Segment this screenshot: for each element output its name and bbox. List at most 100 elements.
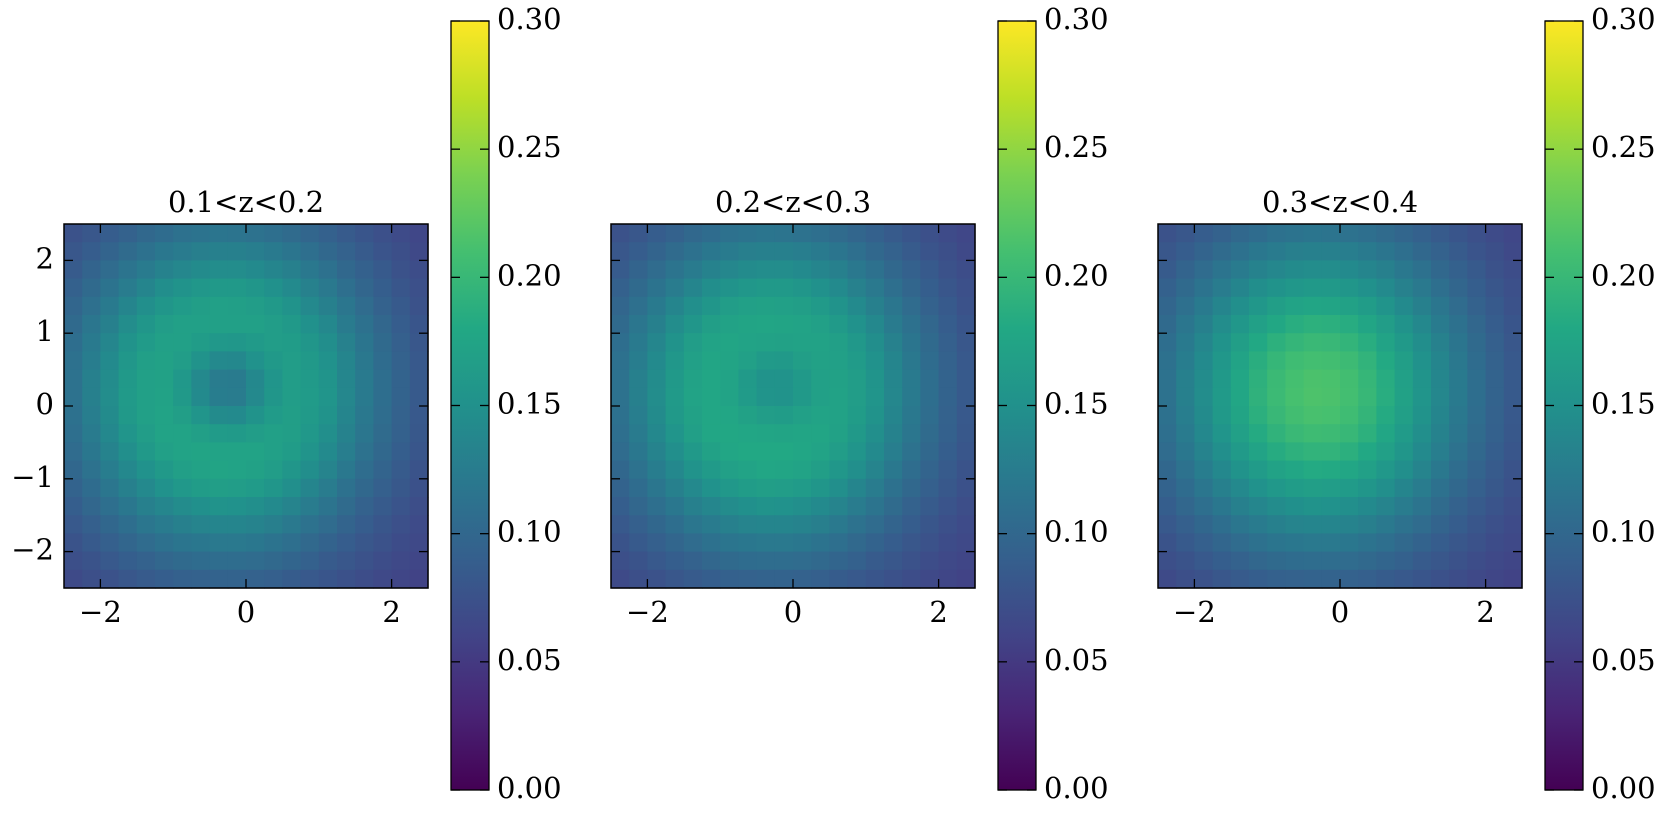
heatmap-cell — [720, 333, 739, 352]
heatmap-cell — [629, 460, 648, 480]
heatmap-cell — [647, 351, 667, 371]
heatmap-cell — [1394, 387, 1414, 407]
heatmap-cell — [1412, 296, 1432, 316]
heatmap-cell — [1158, 478, 1177, 498]
heatmap-cell — [246, 497, 265, 516]
heatmap-cell — [902, 351, 921, 371]
heatmap-cell — [756, 478, 776, 498]
heatmap-cell — [1158, 406, 1177, 425]
heatmap-cell — [847, 278, 867, 298]
x-tick-label: 0 — [1331, 595, 1349, 629]
heatmap-cell — [629, 315, 648, 334]
heatmap-cell — [647, 315, 667, 334]
heatmap-cell — [1376, 497, 1396, 516]
heatmap-cell — [246, 515, 265, 534]
heatmap-cell — [373, 497, 393, 516]
heatmap-cell — [155, 369, 174, 389]
heatmap-cell — [282, 369, 302, 389]
heatmap-cell — [282, 242, 302, 261]
heatmap-cell — [774, 260, 794, 280]
heatmap-cell — [811, 242, 830, 261]
heatmap-cell — [209, 296, 229, 316]
heatmap-cell — [82, 387, 101, 407]
heatmap-cell — [1467, 242, 1487, 261]
heatmap-cell — [629, 369, 648, 389]
heatmap-cell — [300, 569, 320, 589]
heatmap-cell — [1303, 387, 1323, 407]
heatmap-cell — [774, 442, 794, 462]
heatmap-cell — [1194, 315, 1214, 334]
heatmap-cell — [1285, 406, 1305, 425]
heatmap-cell — [829, 242, 849, 261]
heatmap-cell — [629, 224, 648, 243]
heatmap-cell — [756, 278, 776, 298]
heatmap-cell — [391, 551, 411, 571]
heatmap-cell — [282, 278, 302, 298]
heatmap-cell — [629, 551, 648, 571]
heatmap-cell — [1230, 515, 1250, 534]
heatmap-cell — [1431, 533, 1450, 553]
colorbar-tick-label: 0.15 — [497, 387, 562, 421]
heatmap-cell — [774, 478, 794, 498]
heatmap-cell — [793, 406, 812, 425]
heatmap-cell — [720, 278, 739, 298]
heatmap-cell — [209, 569, 229, 589]
heatmap-cell — [920, 260, 940, 280]
heatmap-cell — [756, 551, 776, 571]
heatmap-cell — [647, 551, 667, 571]
heatmap-cell — [1158, 351, 1177, 371]
heatmap-cell — [902, 533, 921, 553]
heatmap-cell — [1340, 224, 1359, 243]
heatmap-cell — [64, 515, 83, 534]
heatmap-cell — [1358, 497, 1377, 516]
heatmap-cell — [1303, 369, 1323, 389]
heatmap-cell — [1431, 424, 1450, 443]
heatmap-cell — [1303, 224, 1323, 243]
heatmap-cell — [282, 533, 302, 553]
heatmap-cell — [1376, 224, 1396, 243]
heatmap-cell — [1321, 333, 1341, 352]
heatmap-cell — [1249, 315, 1268, 334]
heatmap-cell — [355, 260, 374, 280]
heatmap-cell — [227, 333, 247, 352]
heatmap-cell — [1449, 424, 1468, 443]
heatmap-cell — [155, 533, 174, 553]
y-tick-label: 2 — [36, 241, 54, 275]
heatmap-cell — [337, 278, 356, 298]
heatmap-cell — [300, 478, 320, 498]
heatmap-cell — [136, 369, 156, 389]
heatmap-cell — [409, 315, 429, 334]
heatmap-cell — [1158, 296, 1177, 316]
heatmap-cell — [720, 460, 739, 480]
heatmap-cell — [611, 442, 630, 462]
heatmap-cell — [1358, 478, 1377, 498]
heatmap-cell — [720, 442, 739, 462]
heatmap-cell — [337, 260, 356, 280]
heatmap-cell — [1376, 406, 1396, 425]
heatmap-cell — [1503, 406, 1523, 425]
heatmap-cell — [1394, 533, 1414, 553]
heatmap-cell — [1376, 424, 1396, 443]
heatmap-cell — [702, 296, 721, 316]
heatmap-cell — [847, 224, 867, 243]
heatmap-cell — [702, 478, 721, 498]
heatmap-cell — [756, 260, 776, 280]
heatmap-cell — [1485, 569, 1505, 589]
heatmap-cell — [118, 442, 138, 462]
heatmap-cell — [64, 569, 83, 589]
heatmap-cell — [155, 460, 174, 480]
heatmap-cell — [902, 497, 921, 516]
heatmap-cell — [756, 242, 776, 261]
heatmap-cell — [1467, 224, 1487, 243]
heatmap-cell — [1340, 278, 1359, 298]
heatmap-cell — [1485, 406, 1505, 425]
heatmap-cell — [1467, 278, 1487, 298]
heatmap-cell — [246, 387, 265, 407]
heatmap-cell — [938, 351, 958, 371]
heatmap-cell — [373, 260, 393, 280]
heatmap-cell — [82, 515, 101, 534]
heatmap-cell — [373, 387, 393, 407]
heatmap-cell — [847, 296, 867, 316]
heatmap-cell — [118, 260, 138, 280]
heatmap-cell — [1449, 260, 1468, 280]
